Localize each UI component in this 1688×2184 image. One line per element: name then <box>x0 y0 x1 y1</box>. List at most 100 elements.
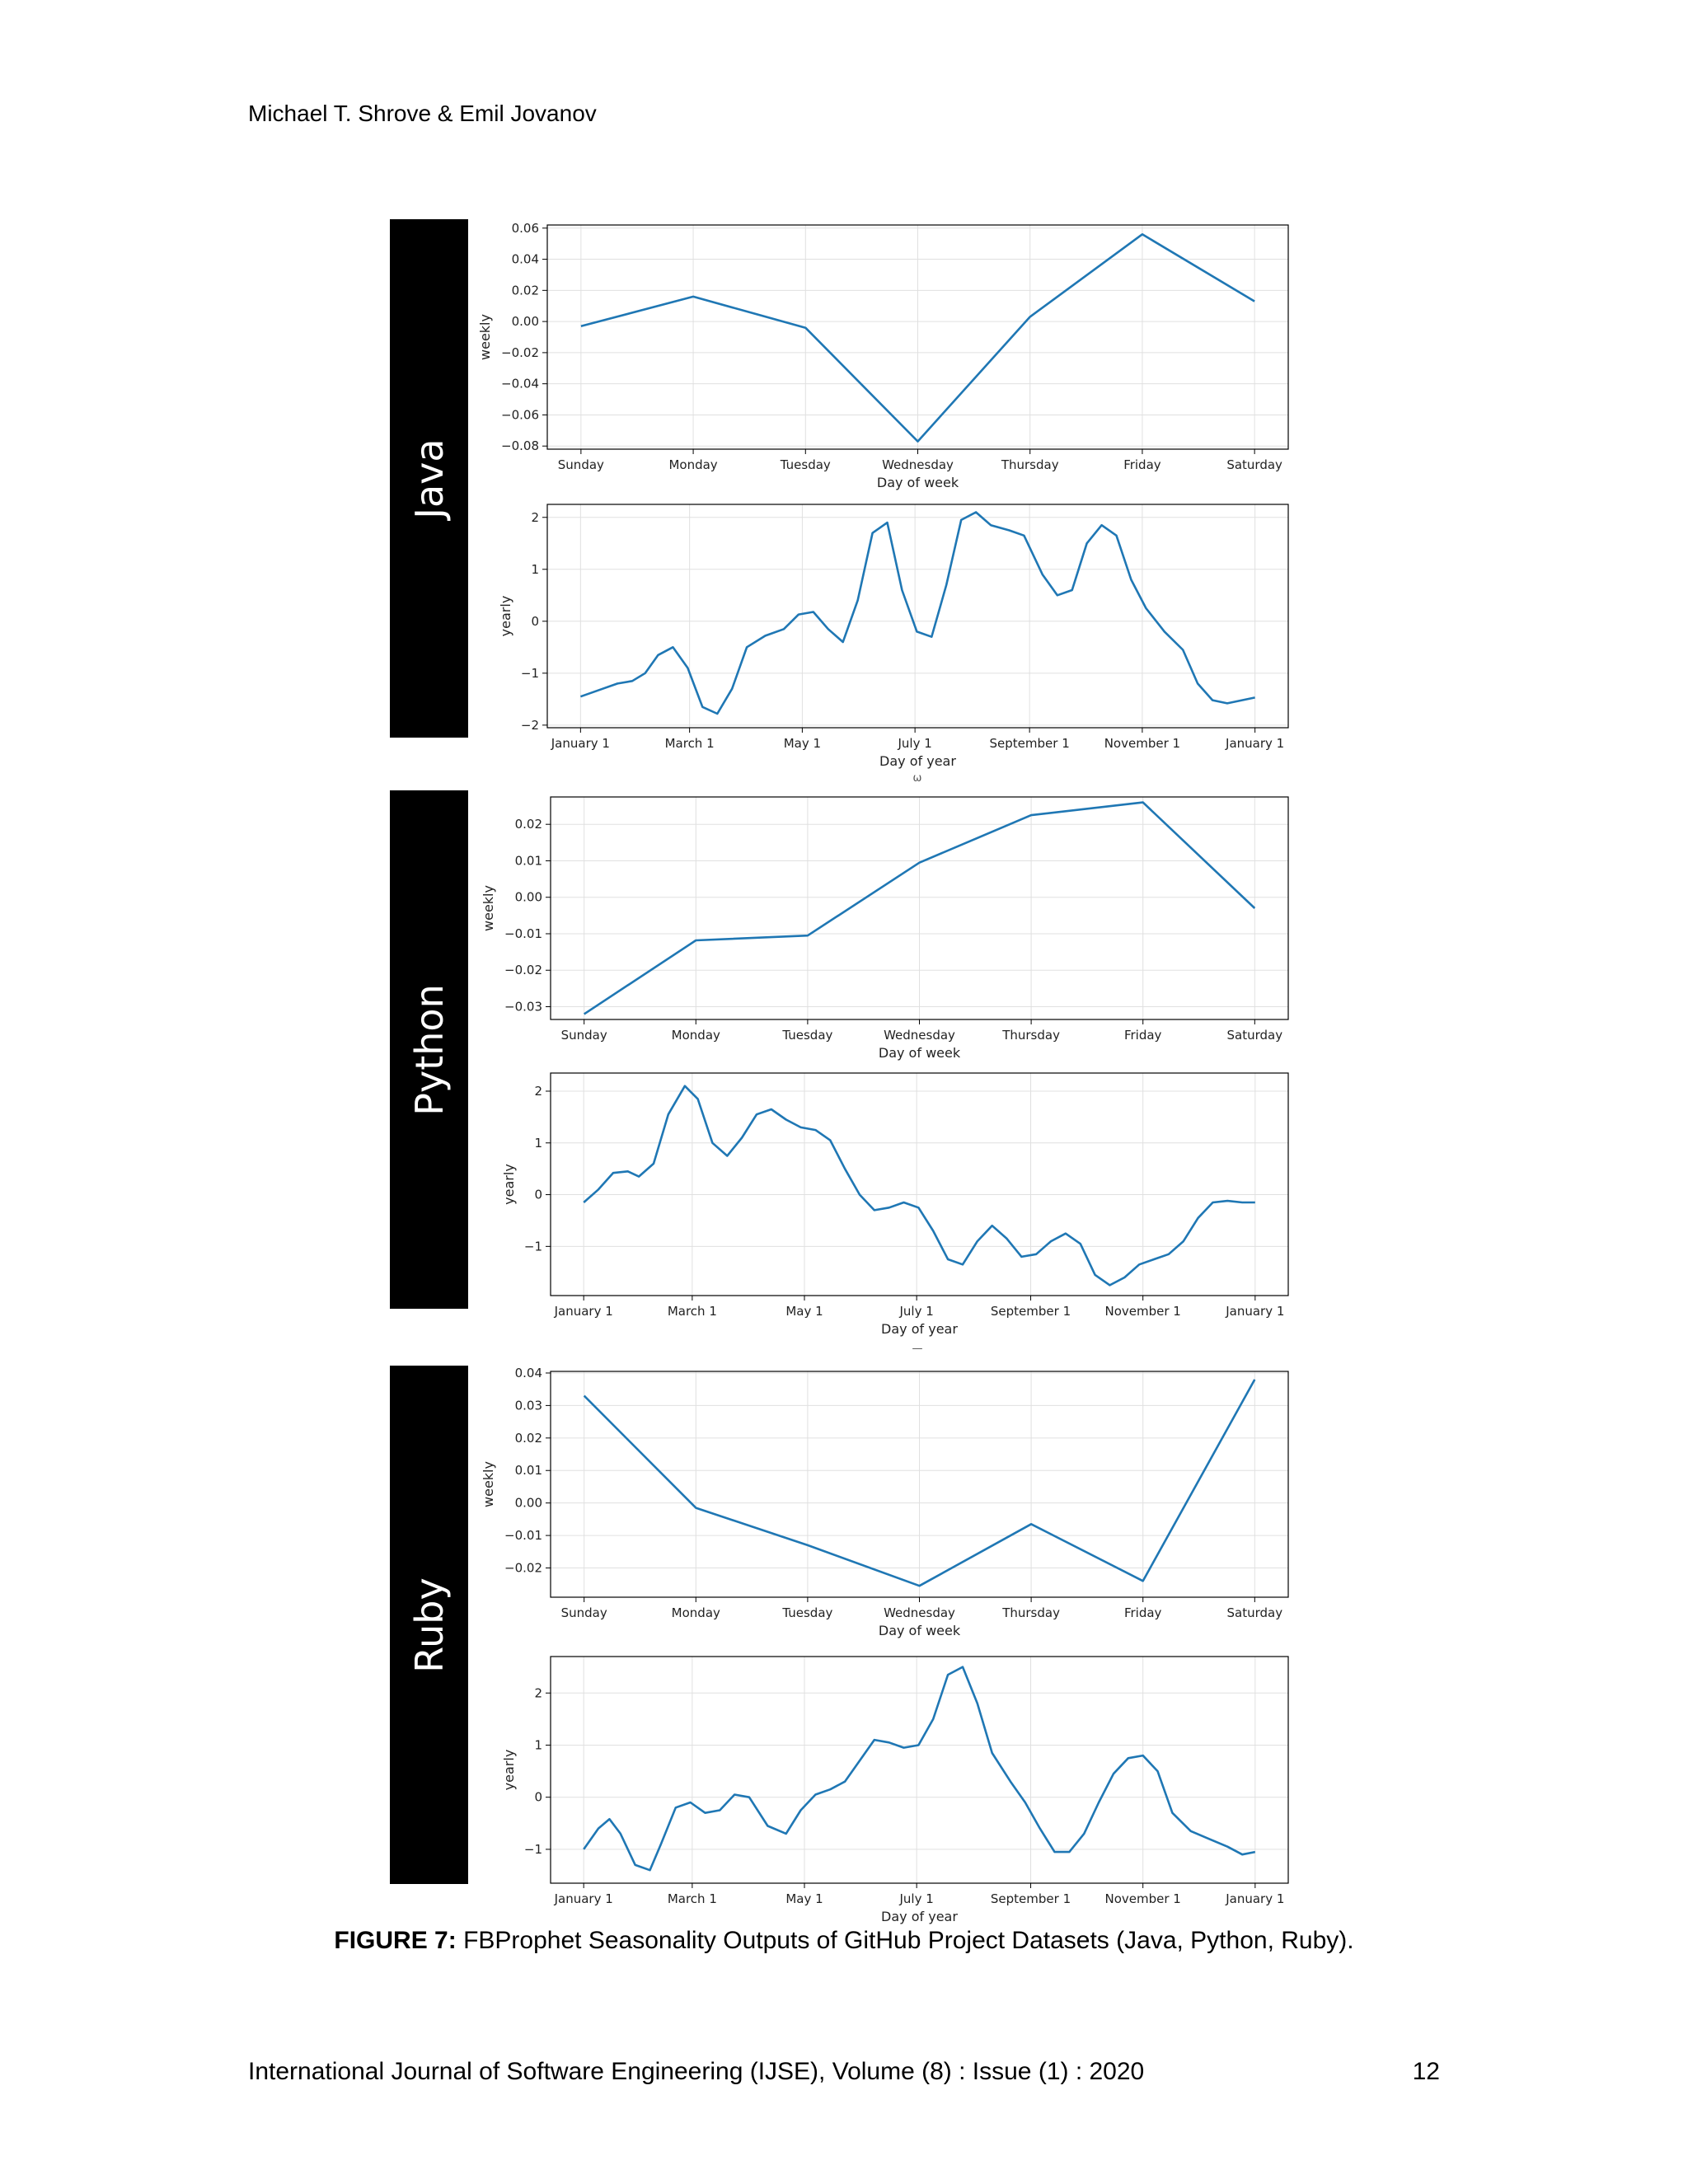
y-tick-label: −0.01 <box>504 1528 542 1543</box>
x-tick-label: September 1 <box>991 1304 1071 1319</box>
x-tick-label: Wednesday <box>882 457 954 472</box>
y-tick-label: 1 <box>534 1737 542 1752</box>
y-tick-label: −0.01 <box>504 926 542 941</box>
running-header-authors: Michael T. Shrove & Emil Jovanov <box>248 101 597 126</box>
x-tick-label: Monday <box>668 457 717 472</box>
x-tick-label: September 1 <box>990 736 1070 751</box>
y-tick-label: −1 <box>524 1239 542 1254</box>
y-tick-label: 0 <box>534 1790 542 1805</box>
y-tick-label: 1 <box>534 1136 542 1151</box>
x-tick-label: July 1 <box>899 1891 934 1906</box>
x-tick-label: January 1 <box>1225 1891 1284 1906</box>
x-tick-label: January 1 <box>554 1891 613 1906</box>
plot-frame <box>550 1656 1289 1884</box>
plot-frame <box>546 504 1289 729</box>
x-tick-label: Tuesday <box>780 457 831 472</box>
y-tick-label: 0.00 <box>512 314 539 329</box>
y-tick-label: 0.01 <box>515 853 542 868</box>
x-tick-label: July 1 <box>899 1304 934 1319</box>
language-bar-ruby: Ruby <box>390 1366 468 1884</box>
x-tick-label: March 1 <box>668 1891 717 1906</box>
chart-ruby-weekly: Sunday Monday Tuesday Wednesday Thursday Frid… <box>481 1366 1289 1638</box>
x-tick-label: Wednesday <box>884 1605 955 1620</box>
panel-separator-2: — <box>912 1343 923 1355</box>
x-axis-label: Day of week <box>879 1623 961 1638</box>
y-axis-label: weekly <box>481 885 496 931</box>
x-tick-label: November 1 <box>1105 1891 1181 1906</box>
y-axis-label: yearly <box>501 1164 517 1205</box>
x-tick-label: March 1 <box>665 736 715 751</box>
y-tick-label: 0.02 <box>515 1431 542 1446</box>
x-tick-label: Saturday <box>1227 1605 1283 1620</box>
y-tick-label: 0.00 <box>515 890 542 905</box>
x-tick-label: March 1 <box>668 1304 717 1319</box>
y-tick-label: −0.06 <box>501 407 539 422</box>
y-tick-label: 2 <box>534 1084 542 1099</box>
y-tick-label: −1 <box>524 1842 542 1857</box>
x-tick-label: May 1 <box>784 736 821 751</box>
x-tick-label: November 1 <box>1104 736 1180 751</box>
y-tick-label: −2 <box>521 718 539 733</box>
y-tick-label: −0.02 <box>504 1561 542 1576</box>
y-tick-label: 0.03 <box>515 1398 542 1413</box>
y-tick-label: −0.02 <box>501 345 539 360</box>
y-tick-label: 0.02 <box>515 817 542 832</box>
x-tick-label: May 1 <box>785 1891 823 1906</box>
y-tick-label: 0.00 <box>515 1496 542 1511</box>
y-tick-label: 0.06 <box>512 221 539 236</box>
x-tick-label: January 1 <box>1225 736 1284 751</box>
caption-label: FIGURE 7: <box>334 1927 457 1954</box>
chart-ruby-yearly: January 1 March 1 May 1 July 1 September 1 No… <box>501 1656 1289 1924</box>
x-tick-label: May 1 <box>785 1304 823 1319</box>
y-tick-label: 0.04 <box>515 1366 542 1380</box>
y-tick-label: 0.01 <box>515 1463 542 1478</box>
chart-java-weekly: Sunday Monday Tuesday Wednesday Thursday Frid… <box>477 221 1289 490</box>
x-tick-label: Saturday <box>1226 457 1282 472</box>
series-line-weekly <box>580 233 1255 443</box>
chart-python-weekly: Sunday Monday Tuesday Wednesday Thursday Frid… <box>481 796 1289 1061</box>
x-tick-label: Monday <box>672 1028 720 1043</box>
x-tick-label: Thursday <box>1001 1605 1060 1620</box>
x-tick-label: Tuesday <box>781 1028 832 1043</box>
x-tick-label: Tuesday <box>781 1605 832 1620</box>
y-tick-label: −0.03 <box>504 1000 542 1015</box>
x-tick-label: Saturday <box>1227 1028 1283 1043</box>
y-axis-label: weekly <box>477 314 493 360</box>
x-axis-label: Day of year <box>879 753 956 769</box>
x-tick-label: Friday <box>1124 1028 1162 1043</box>
x-axis-label: Day of week <box>879 1045 961 1061</box>
x-tick-label: Thursday <box>1001 1028 1060 1043</box>
y-tick-label: −0.02 <box>504 963 542 977</box>
x-tick-label: September 1 <box>991 1891 1071 1906</box>
figure-caption: FIGURE 7: FBProphet Seasonality Outputs … <box>0 1927 1688 1955</box>
chart-java-yearly: January 1 March 1 May 1 July 1 September 1 No… <box>498 504 1289 769</box>
footer-journal: International Journal of Software Engine… <box>248 2058 1145 2085</box>
y-axis-label: yearly <box>498 596 513 637</box>
y-tick-label: −1 <box>521 666 539 681</box>
x-axis-label: Day of year <box>881 1909 958 1924</box>
plot-frame <box>550 1072 1289 1296</box>
series-line-weekly <box>583 1379 1256 1587</box>
series-line-yearly <box>579 511 1255 715</box>
y-tick-label: 2 <box>534 1685 542 1700</box>
x-tick-label: Friday <box>1123 457 1161 472</box>
x-tick-label: Monday <box>672 1605 720 1620</box>
y-tick-label: 0.02 <box>512 283 539 298</box>
series-line-yearly <box>583 1666 1256 1872</box>
x-axis-label: Day of year <box>881 1321 958 1337</box>
x-tick-label: Friday <box>1124 1605 1162 1620</box>
x-tick-label: January 1 <box>1225 1304 1284 1319</box>
chart-python-yearly: January 1 March 1 May 1 July 1 September 1 No… <box>501 1072 1289 1337</box>
series-line-yearly <box>583 1085 1255 1286</box>
caption-text: FBProphet Seasonality Outputs of GitHub … <box>456 1927 1354 1954</box>
y-tick-label: 0 <box>534 1188 542 1202</box>
y-tick-label: 0.04 <box>512 252 539 267</box>
language-bar-python: Python <box>390 790 468 1309</box>
x-tick-label: November 1 <box>1105 1304 1181 1319</box>
x-tick-label: Wednesday <box>884 1028 955 1043</box>
x-tick-label: January 1 <box>554 1304 613 1319</box>
y-tick-label: 1 <box>531 562 539 577</box>
x-tick-label: Sunday <box>558 457 604 472</box>
page-number: 12 <box>1412 2058 1440 2085</box>
